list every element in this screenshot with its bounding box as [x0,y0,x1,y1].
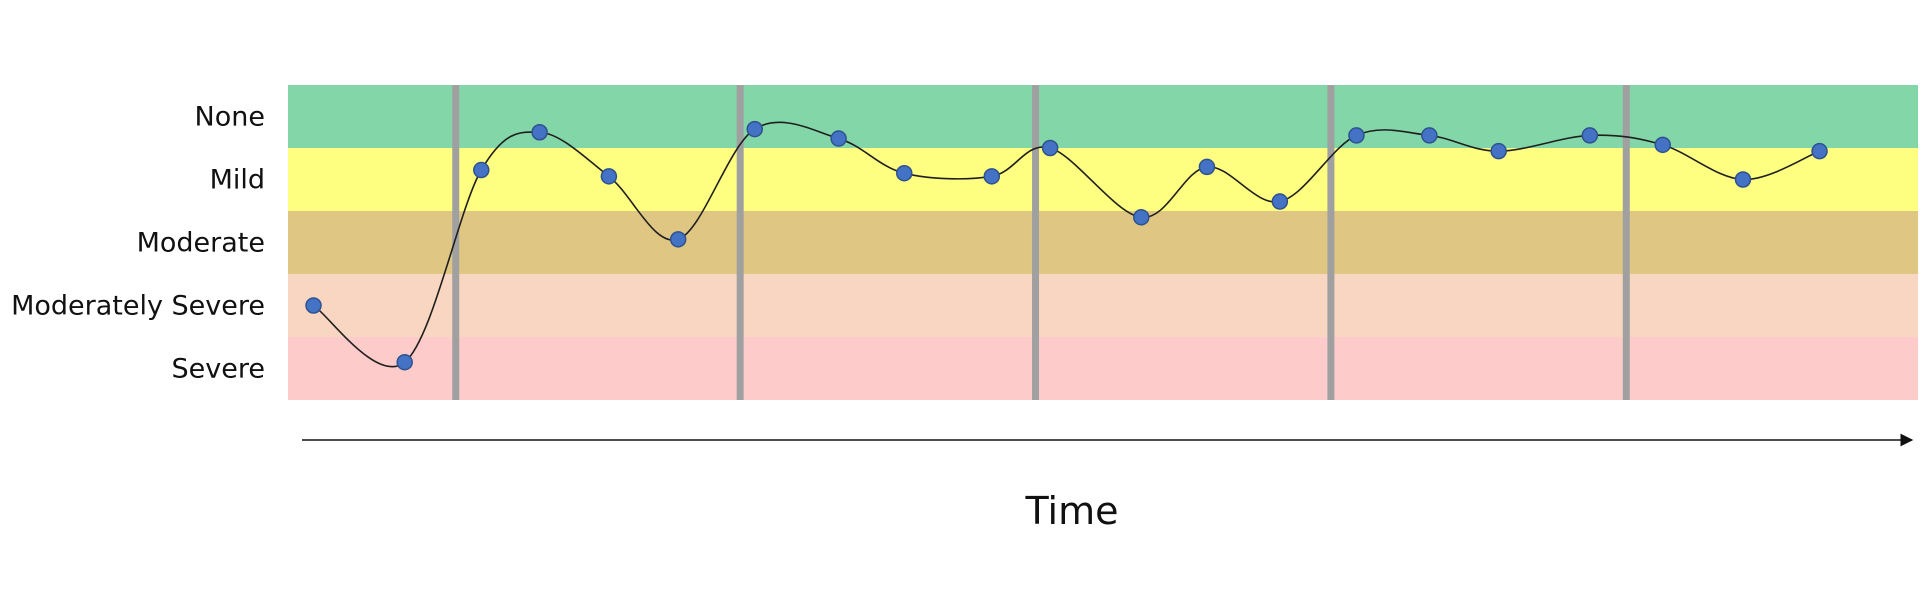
data-point [1271,193,1289,210]
band-mild [288,148,1918,211]
data-point [669,231,687,248]
data-point [305,297,322,314]
band-moderate [288,211,1918,274]
band-moderately-severe [288,274,1918,337]
data-point [1421,127,1438,144]
data-point [1581,127,1599,144]
data-point [1348,127,1365,144]
data-point [1133,209,1150,226]
band-label-severe: Severe [172,354,265,385]
data-point [746,120,764,138]
data-point [983,168,1001,185]
band-label-moderate: Moderate [137,228,265,259]
data-point [1198,158,1216,176]
data-point [1490,142,1507,160]
data-point [896,164,913,182]
period-dividers [452,85,1630,400]
band-label-moderately-severe: Moderately Severe [11,291,265,322]
band-label-none: None [195,102,265,133]
data-point [830,130,847,147]
data-point [473,161,490,179]
data-point [531,124,548,141]
data-point [600,168,618,185]
data-point [1654,136,1671,154]
data-points [305,120,1828,371]
data-point [1734,171,1752,188]
data-point [1811,142,1828,160]
x-axis-title: Time [1025,489,1119,533]
band-label-mild: Mild [210,165,265,196]
severity-labels: None Mild Moderate Moderately Severe Severe [11,102,265,385]
severity-bands [288,85,1918,400]
data-point [1041,139,1059,157]
band-none [288,85,1918,148]
data-point [396,353,413,371]
band-severe [288,337,1918,400]
